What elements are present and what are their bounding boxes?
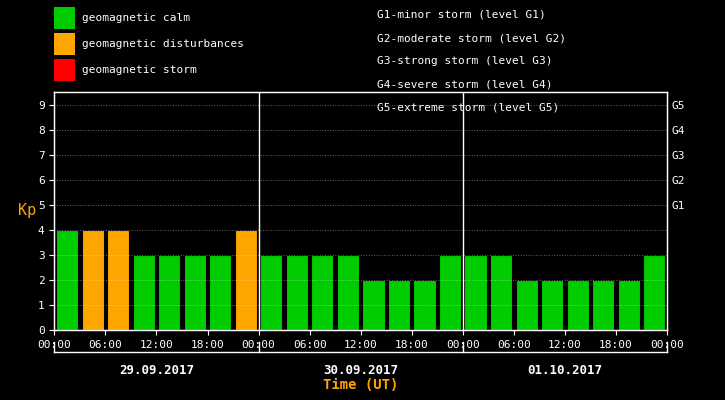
Text: geomagnetic storm: geomagnetic storm [82, 65, 196, 75]
Bar [465, 255, 486, 330]
Bar [490, 255, 512, 330]
Y-axis label: Kp: Kp [17, 204, 36, 218]
Bar [362, 280, 384, 330]
Text: G4-severe storm (level G4): G4-severe storm (level G4) [377, 80, 552, 90]
Bar [592, 280, 614, 330]
Text: 30.09.2017: 30.09.2017 [323, 364, 398, 376]
Bar [618, 280, 639, 330]
Text: G1-minor storm (level G1): G1-minor storm (level G1) [377, 10, 546, 20]
Bar [541, 280, 563, 330]
Bar [82, 230, 104, 330]
Bar [107, 230, 129, 330]
Bar [388, 280, 410, 330]
Text: G3-strong storm (level G3): G3-strong storm (level G3) [377, 56, 552, 66]
Bar [210, 255, 231, 330]
Bar [337, 255, 359, 330]
Bar [515, 280, 538, 330]
Bar [413, 280, 436, 330]
Text: geomagnetic disturbances: geomagnetic disturbances [82, 39, 244, 49]
Bar [235, 230, 257, 330]
Bar [286, 255, 308, 330]
Bar [183, 255, 206, 330]
Bar [158, 255, 181, 330]
Text: 29.09.2017: 29.09.2017 [119, 364, 194, 376]
Text: Time (UT): Time (UT) [323, 378, 398, 392]
Text: G2-moderate storm (level G2): G2-moderate storm (level G2) [377, 33, 566, 43]
Bar [567, 280, 589, 330]
Bar [643, 255, 666, 330]
Bar [439, 255, 461, 330]
Bar [133, 255, 154, 330]
Bar [56, 230, 78, 330]
Bar [260, 255, 283, 330]
Text: G5-extreme storm (level G5): G5-extreme storm (level G5) [377, 103, 559, 113]
Text: 01.10.2017: 01.10.2017 [527, 364, 602, 376]
Text: geomagnetic calm: geomagnetic calm [82, 13, 190, 23]
Bar [311, 255, 334, 330]
